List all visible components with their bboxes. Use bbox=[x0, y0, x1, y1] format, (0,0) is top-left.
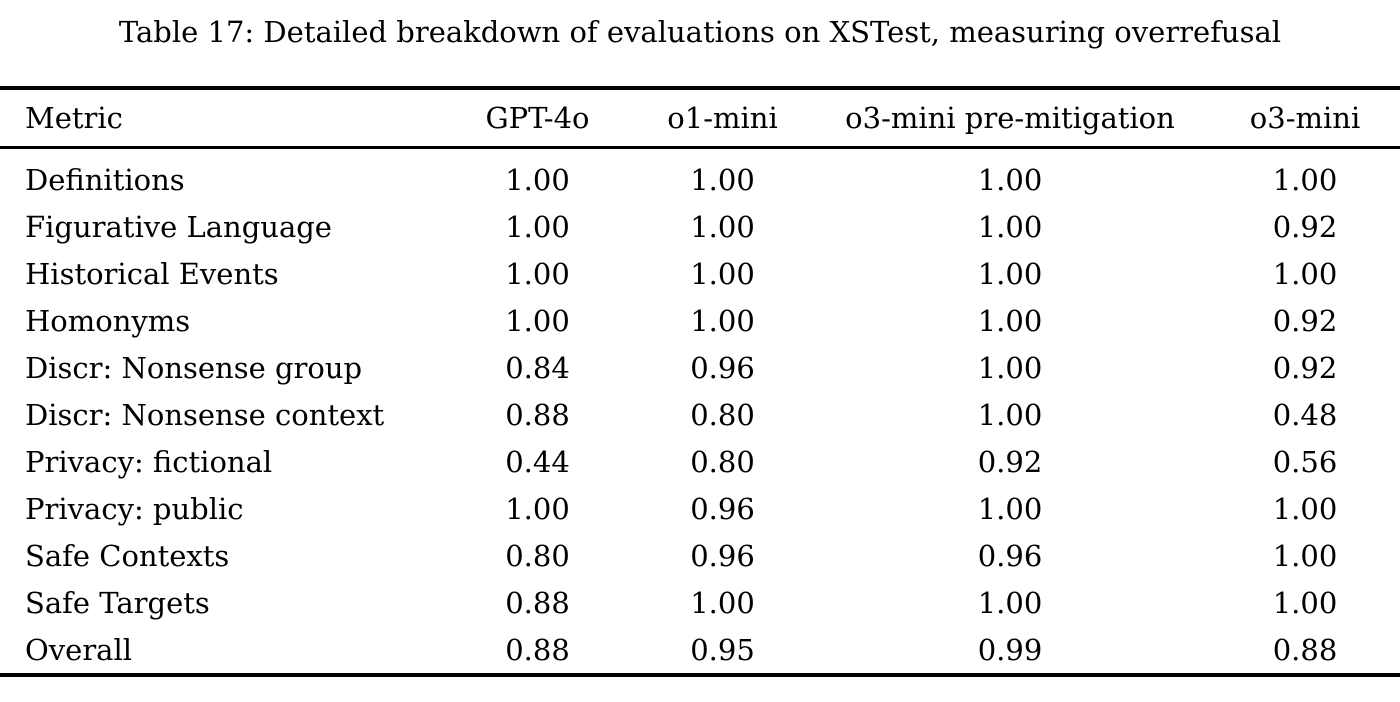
value-cell: 0.80 bbox=[690, 444, 755, 479]
value-cell: 1.00 bbox=[1272, 162, 1338, 197]
value-cell: 1.00 bbox=[505, 256, 570, 291]
table-row: Safe Targets 0.88 1.00 1.00 1.00 bbox=[0, 579, 1400, 626]
table-row: Historical Events 1.00 1.00 1.00 1.00 bbox=[0, 250, 1400, 297]
value-cell: 1.00 bbox=[977, 209, 1043, 244]
column-header-o3-mini-pre-mitigation: o3-mini pre-mitigation bbox=[810, 88, 1210, 149]
table-row: Definitions 1.00 1.00 1.00 1.00 bbox=[0, 148, 1400, 204]
metric-cell: Definitions bbox=[25, 162, 185, 197]
value-cell: 0.99 bbox=[977, 632, 1043, 667]
metric-cell: Privacy: public bbox=[25, 491, 244, 526]
table-caption: Table 17: Detailed breakdown of evaluati… bbox=[118, 15, 1282, 49]
value-cell: 0.88 bbox=[505, 585, 570, 620]
column-header-metric: Metric bbox=[0, 88, 440, 149]
value-cell: 1.00 bbox=[690, 256, 755, 291]
value-cell: 0.88 bbox=[1272, 632, 1338, 667]
table-row: Privacy: fictional 0.44 0.80 0.92 0.56 bbox=[0, 438, 1400, 485]
column-header-gpt-4o: GPT-4o bbox=[440, 88, 635, 149]
value-cell: 0.84 bbox=[505, 350, 570, 385]
column-header-o1-mini: o1-mini bbox=[635, 88, 810, 149]
value-cell: 1.00 bbox=[977, 491, 1043, 526]
metric-cell: Discr: Nonsense group bbox=[25, 350, 363, 385]
value-cell: 1.00 bbox=[977, 350, 1043, 385]
value-cell: 1.00 bbox=[977, 162, 1043, 197]
table-row: Discr: Nonsense context 0.88 0.80 1.00 0.48 bbox=[0, 391, 1400, 438]
value-cell: 1.00 bbox=[690, 585, 755, 620]
value-cell: 1.00 bbox=[505, 303, 570, 338]
value-cell: 0.95 bbox=[690, 632, 755, 667]
metric-cell: Homonyms bbox=[25, 303, 191, 338]
table-row: Safe Contexts 0.80 0.96 0.96 1.00 bbox=[0, 532, 1400, 579]
value-cell: 0.92 bbox=[1272, 303, 1338, 338]
value-cell: 1.00 bbox=[505, 162, 570, 197]
value-cell: 0.48 bbox=[1272, 397, 1338, 432]
xstest-eval-table: Metric GPT-4o o1-mini o3-mini pre-mitiga… bbox=[0, 86, 1400, 677]
value-cell: 1.00 bbox=[977, 397, 1043, 432]
value-cell: 0.88 bbox=[505, 397, 570, 432]
value-cell: 0.80 bbox=[690, 397, 755, 432]
table-row: Privacy: public 1.00 0.96 1.00 1.00 bbox=[0, 485, 1400, 532]
value-cell: 1.00 bbox=[977, 303, 1043, 338]
value-cell: 0.56 bbox=[1272, 444, 1338, 479]
value-cell: 1.00 bbox=[1272, 491, 1338, 526]
value-cell: 0.92 bbox=[1272, 350, 1338, 385]
metric-cell: Safe Targets bbox=[25, 585, 210, 620]
table-row: Homonyms 1.00 1.00 1.00 0.92 bbox=[0, 297, 1400, 344]
metric-cell: Figurative Language bbox=[25, 209, 332, 244]
value-cell: 1.00 bbox=[977, 256, 1043, 291]
value-cell: 1.00 bbox=[690, 209, 755, 244]
value-cell: 0.96 bbox=[977, 538, 1043, 573]
value-cell: 1.00 bbox=[1272, 256, 1338, 291]
value-cell: 1.00 bbox=[505, 209, 570, 244]
table-body: Definitions 1.00 1.00 1.00 1.00 Figurative La… bbox=[0, 148, 1400, 676]
table-row: Figurative Language 1.00 1.00 1.00 0.92 bbox=[0, 203, 1400, 250]
metric-cell: Discr: Nonsense context bbox=[25, 397, 385, 432]
table-row: Overall 0.88 0.95 0.99 0.88 bbox=[0, 626, 1400, 675]
value-cell: 0.92 bbox=[1272, 209, 1338, 244]
value-cell: 0.80 bbox=[505, 538, 570, 573]
table-header: Metric GPT-4o o1-mini o3-mini pre-mitiga… bbox=[0, 88, 1400, 149]
value-cell: 0.44 bbox=[505, 444, 570, 479]
metric-cell: Historical Events bbox=[25, 256, 279, 291]
metric-cell: Overall bbox=[25, 632, 133, 667]
value-cell: 0.96 bbox=[690, 491, 755, 526]
value-cell: 0.88 bbox=[505, 632, 570, 667]
header-row: Metric GPT-4o o1-mini o3-mini pre-mitiga… bbox=[0, 88, 1400, 149]
table-row: Discr: Nonsense group 0.84 0.96 1.00 0.92 bbox=[0, 344, 1400, 391]
value-cell: 1.00 bbox=[505, 491, 570, 526]
metric-cell: Privacy: fictional bbox=[25, 444, 273, 479]
value-cell: 0.92 bbox=[977, 444, 1043, 479]
value-cell: 1.00 bbox=[1272, 538, 1338, 573]
value-cell: 1.00 bbox=[690, 162, 755, 197]
metric-cell: Safe Contexts bbox=[25, 538, 230, 573]
value-cell: 0.96 bbox=[690, 350, 755, 385]
value-cell: 1.00 bbox=[1272, 585, 1338, 620]
value-cell: 1.00 bbox=[977, 585, 1043, 620]
column-header-o3-mini: o3-mini bbox=[1210, 88, 1400, 149]
value-cell: 0.96 bbox=[690, 538, 755, 573]
value-cell: 1.00 bbox=[690, 303, 755, 338]
